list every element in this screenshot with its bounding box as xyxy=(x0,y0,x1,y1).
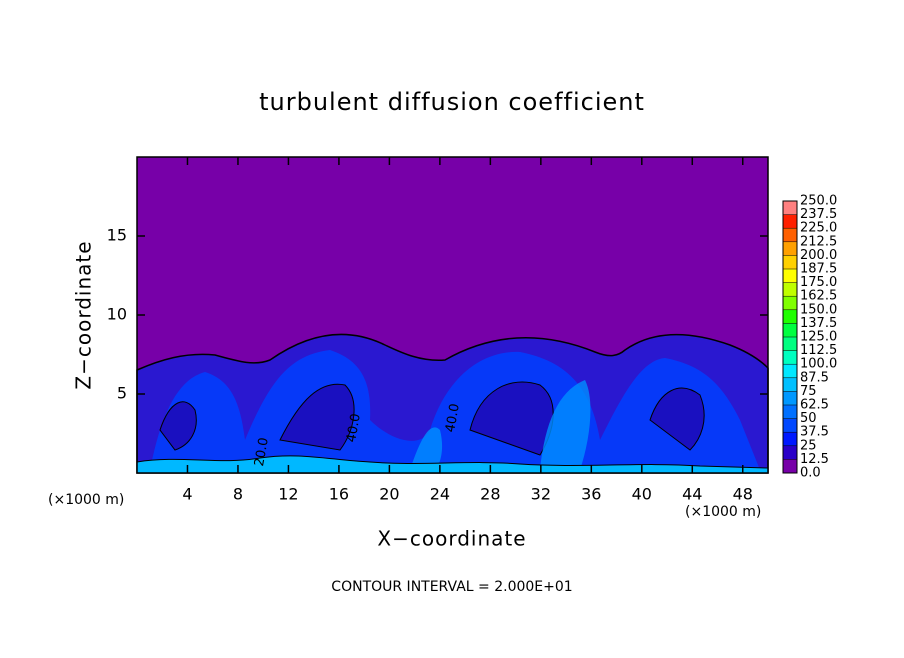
colorbar-label: 200.0 xyxy=(800,248,837,263)
contour-label: 40.0 xyxy=(443,402,463,433)
colorbar-swatch xyxy=(783,282,797,297)
x-tick-label: 48 xyxy=(733,485,753,504)
colorbar-swatch xyxy=(783,309,797,324)
colorbar-label: 212.5 xyxy=(800,234,837,249)
colorbar-swatch xyxy=(783,228,797,242)
x-axis-label: X−coordinate xyxy=(377,527,526,551)
x-tick-label: 4 xyxy=(182,485,192,504)
contour-label: 20.0 xyxy=(252,436,272,467)
x-tick-label: 20 xyxy=(379,485,399,504)
colorbar-swatch xyxy=(783,350,797,365)
y-tick-label: 5 xyxy=(117,384,127,403)
colorbar-swatch xyxy=(783,201,797,215)
colorbar-label: 12.5 xyxy=(800,452,829,467)
colorbar-label: 75 xyxy=(800,384,817,399)
colorbar-label: 175.0 xyxy=(800,275,837,290)
colorbar-label: 25 xyxy=(800,438,817,453)
colorbar-label: 125.0 xyxy=(800,330,837,345)
colorbar-swatch xyxy=(783,405,797,419)
colorbar-label: 250.0 xyxy=(800,194,837,209)
colorbar-label: 187.5 xyxy=(800,262,837,277)
y-axis-label: Z−coordinate xyxy=(72,240,96,389)
colorbar-label: 37.5 xyxy=(800,425,829,440)
colorbar-label: 0.0 xyxy=(800,466,821,481)
colorbar-label: 50 xyxy=(800,411,817,426)
colorbar-swatch xyxy=(783,445,797,460)
colorbar-label: 150.0 xyxy=(800,302,837,317)
field-region xyxy=(410,380,591,470)
colorbar-label: 162.5 xyxy=(800,289,837,304)
x-unit-label: (×1000 m) xyxy=(685,504,761,520)
x-unit-label: (×1000 m) xyxy=(48,492,124,508)
x-tick-label: 16 xyxy=(329,485,349,504)
x-tick-label: 44 xyxy=(682,485,702,504)
x-tick-label: 36 xyxy=(581,485,601,504)
colorbar-swatch xyxy=(783,432,797,446)
chart-title: turbulent diffusion coefficient xyxy=(259,88,645,116)
contour-note: CONTOUR INTERVAL = 2.000E+01 xyxy=(331,579,572,595)
colorbar-swatch xyxy=(783,418,797,433)
colorbar-swatch xyxy=(783,214,797,229)
field-region xyxy=(159,381,705,456)
colorbar-swatch xyxy=(783,391,797,405)
colorbar-swatch xyxy=(783,255,797,269)
x-tick-label: 40 xyxy=(632,485,652,504)
colorbar-swatch xyxy=(783,377,797,392)
field xyxy=(136,157,769,474)
y-tick-label: 15 xyxy=(107,226,127,245)
colorbar-label: 62.5 xyxy=(800,398,829,413)
y-tick-label: 10 xyxy=(107,305,127,324)
colorbar-swatch xyxy=(783,337,797,351)
x-tick-label: 28 xyxy=(480,485,500,504)
x-tick-label: 8 xyxy=(233,485,243,504)
colorbar-swatch xyxy=(783,296,797,310)
colorbar-label: 225.0 xyxy=(800,221,837,236)
colorbar-label: 237.5 xyxy=(800,207,837,222)
colorbar-label: 112.5 xyxy=(800,343,837,358)
colorbar-swatch xyxy=(783,269,797,283)
colorbar-swatch xyxy=(783,323,797,337)
x-tick-label: 32 xyxy=(531,485,551,504)
x-tick-label: 24 xyxy=(430,485,450,504)
colorbar-swatch xyxy=(783,241,797,256)
colorbar-label: 137.5 xyxy=(800,316,837,331)
colorbar-swatch xyxy=(783,459,797,473)
colorbar-label: 87.5 xyxy=(800,370,829,385)
colorbar-label: 100.0 xyxy=(800,357,837,372)
field-region xyxy=(136,455,769,474)
x-tick-label: 12 xyxy=(278,485,298,504)
contour-label: 40.0 xyxy=(344,412,364,443)
colorbar-swatch xyxy=(783,364,797,378)
